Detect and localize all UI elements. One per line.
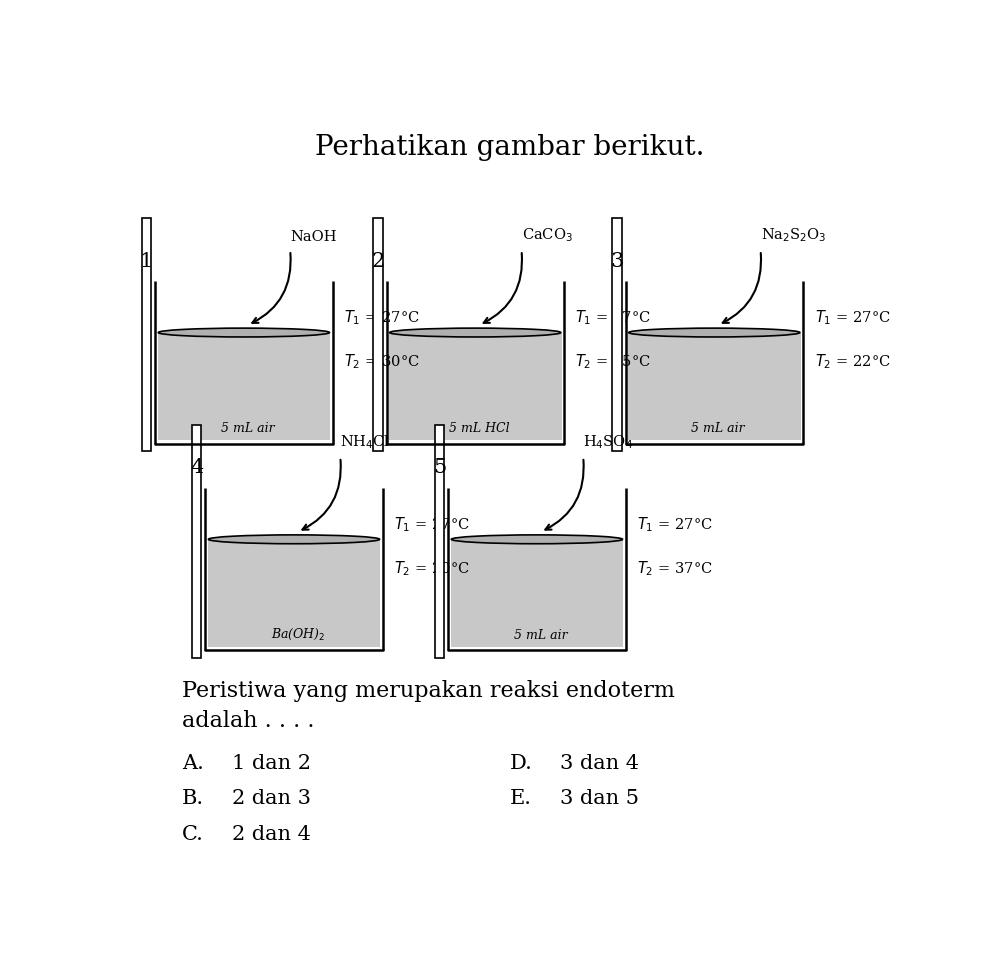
Text: A.: A.	[182, 754, 204, 773]
Text: 4: 4	[190, 458, 203, 478]
Polygon shape	[389, 333, 561, 440]
Text: 1 dan 2: 1 dan 2	[233, 754, 311, 773]
Text: 2: 2	[371, 251, 384, 270]
Text: $T_2$ = 22°C: $T_2$ = 22°C	[814, 353, 890, 371]
Ellipse shape	[208, 535, 380, 544]
Text: $T_1$ = 27°C: $T_1$ = 27°C	[394, 515, 469, 534]
Text: Ba(OH)$_2$: Ba(OH)$_2$	[270, 626, 325, 642]
Text: B.: B.	[182, 789, 204, 808]
Text: H$_4$SO$_4$: H$_4$SO$_4$	[582, 433, 632, 451]
Text: $T_2$ = 30°C: $T_2$ = 30°C	[344, 353, 419, 371]
Text: $T_1$ = 27°C: $T_1$ = 27°C	[814, 309, 890, 327]
Text: 5: 5	[432, 458, 445, 478]
Text: $T_1$ = 27°C: $T_1$ = 27°C	[344, 309, 419, 327]
Text: $T_2$ = 20°C: $T_2$ = 20°C	[394, 559, 469, 578]
Text: $T_2$ = 37°C: $T_2$ = 37°C	[636, 559, 712, 578]
Ellipse shape	[628, 328, 799, 337]
Text: $T_1$ = 27°C: $T_1$ = 27°C	[636, 515, 712, 534]
Polygon shape	[192, 425, 201, 658]
Text: 5 mL air: 5 mL air	[691, 422, 745, 434]
Text: $T_2$ = 35°C: $T_2$ = 35°C	[575, 353, 650, 371]
Text: 2 dan 3: 2 dan 3	[233, 789, 311, 808]
Ellipse shape	[390, 328, 561, 337]
Polygon shape	[434, 425, 444, 658]
Text: Perhatikan gambar berikut.: Perhatikan gambar berikut.	[315, 133, 704, 160]
Ellipse shape	[451, 535, 622, 544]
Text: NaOH: NaOH	[290, 230, 336, 245]
Text: NH$_4$Cl: NH$_4$Cl	[340, 433, 390, 451]
Text: 5 mL HCl: 5 mL HCl	[448, 422, 509, 434]
Text: 3 dan 4: 3 dan 4	[560, 754, 638, 773]
Text: 5 mL air: 5 mL air	[514, 628, 567, 642]
Polygon shape	[373, 219, 383, 451]
Text: 5 mL air: 5 mL air	[221, 422, 274, 434]
Text: Peristiwa yang merupakan reaksi endoterm
adalah . . . .: Peristiwa yang merupakan reaksi endoterm…	[182, 680, 674, 733]
Text: 3: 3	[609, 251, 623, 270]
Text: CaCO$_3$: CaCO$_3$	[521, 226, 572, 245]
Text: E.: E.	[509, 789, 532, 808]
Text: C.: C.	[182, 825, 204, 844]
Text: D.: D.	[509, 754, 532, 773]
Polygon shape	[142, 219, 151, 451]
Ellipse shape	[158, 328, 329, 337]
Text: 3 dan 5: 3 dan 5	[560, 789, 638, 808]
Polygon shape	[450, 539, 622, 646]
Polygon shape	[612, 219, 621, 451]
Polygon shape	[157, 333, 330, 440]
Text: Na$_2$S$_2$O$_3$: Na$_2$S$_2$O$_3$	[759, 226, 825, 245]
Text: 1: 1	[139, 251, 153, 270]
Polygon shape	[208, 539, 380, 646]
Text: 2 dan 4: 2 dan 4	[233, 825, 311, 844]
Polygon shape	[627, 333, 800, 440]
Text: $T_1$ = 27°C: $T_1$ = 27°C	[575, 309, 650, 327]
